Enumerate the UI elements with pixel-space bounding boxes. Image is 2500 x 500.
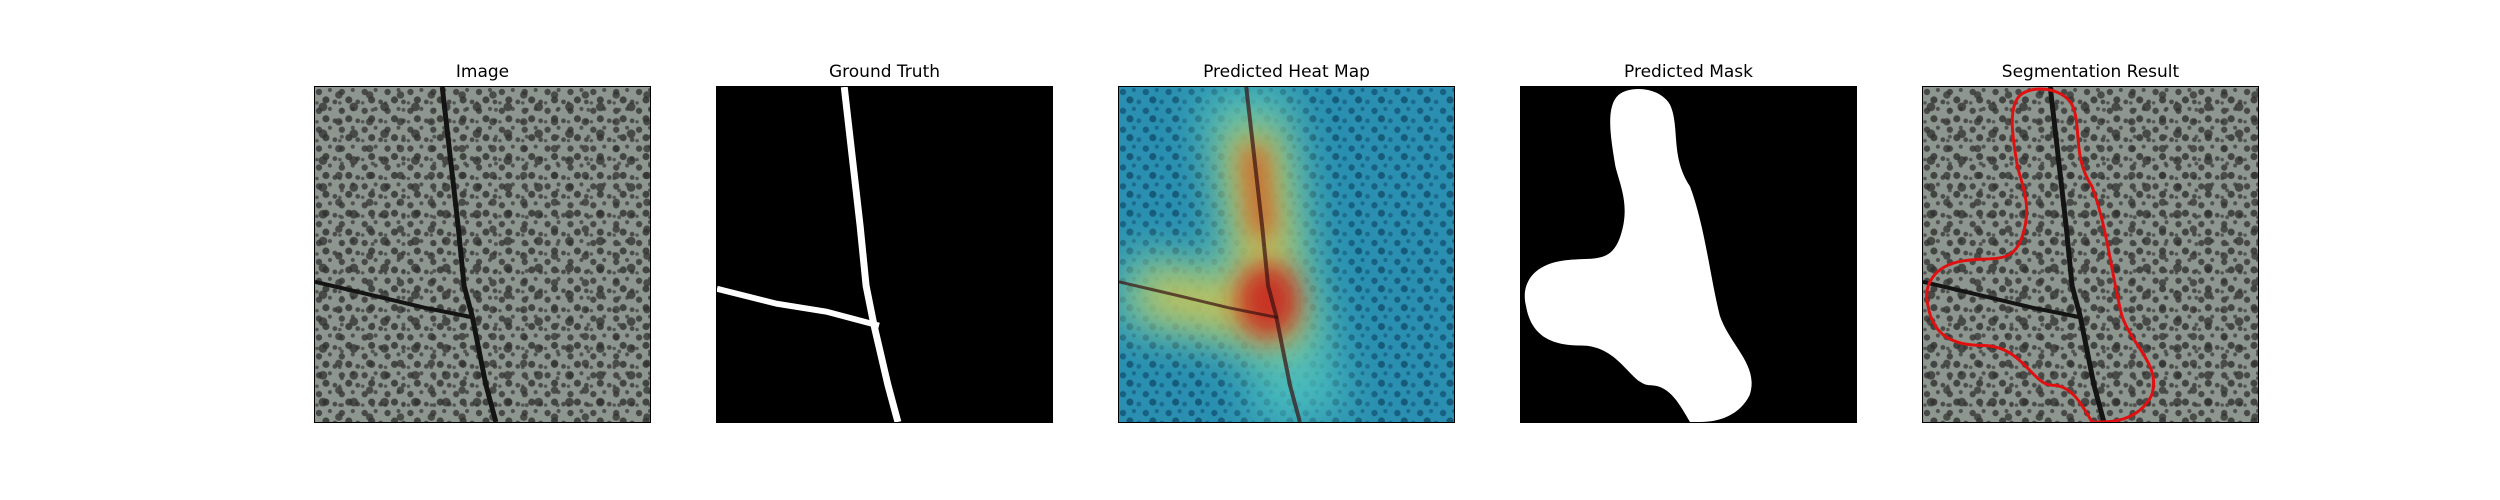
panel-title: Predicted Heat Map <box>1203 62 1370 82</box>
panel-ground-truth: Ground Truth <box>716 62 1053 430</box>
image-frame <box>314 86 651 423</box>
panel-predicted-mask: Predicted Mask <box>1520 62 1857 430</box>
panel-title: Ground Truth <box>828 62 941 82</box>
panel-heat-map: Predicted Heat Map <box>1118 62 1455 430</box>
panel-title: Image <box>455 62 510 82</box>
panel-segmentation-result: Segmentation Result <box>1922 62 2259 430</box>
heat-map <box>1119 87 1454 422</box>
pavement-image <box>315 87 650 422</box>
ground-truth-mask <box>717 87 1052 422</box>
segmentation-result-frame <box>1922 86 2259 423</box>
ground-truth-frame <box>716 86 1053 423</box>
panel-title: Segmentation Result <box>2001 62 2180 82</box>
panel-title: Predicted Mask <box>1624 62 1753 82</box>
heat-map-frame <box>1118 86 1455 423</box>
predicted-mask <box>1521 87 1856 422</box>
segmentation-overlay <box>1923 87 2258 422</box>
segmentation-contour <box>1925 87 2155 422</box>
predicted-mask-frame <box>1520 86 1857 423</box>
panel-image: Image <box>314 62 651 430</box>
